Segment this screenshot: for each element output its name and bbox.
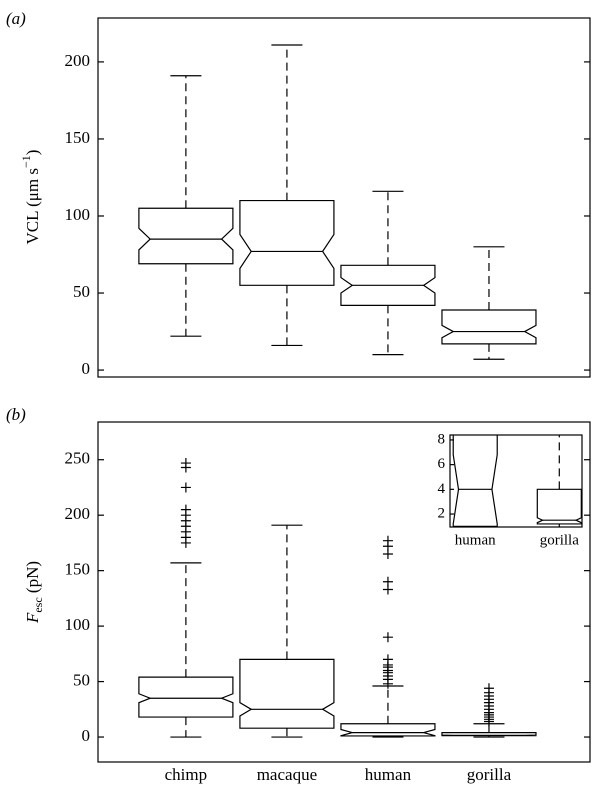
axes-frame [97,17,591,378]
inset-y-tick-label: 6 [438,456,446,472]
y-tick-label: 150 [65,560,91,579]
box [138,207,234,265]
outlier [554,151,564,161]
box [239,658,335,729]
outlier [180,482,191,493]
label-sup: −1 [19,155,33,168]
label-sub: esc [31,597,45,612]
box [441,732,537,737]
outlier [180,458,191,469]
box [340,723,436,737]
inset-x-tick-label: human [455,532,496,548]
y-tick-label: 100 [65,615,91,634]
y-tick-label: 200 [65,504,91,523]
box [340,264,436,306]
y-tick-label: 250 [65,449,91,468]
outlier [554,114,564,124]
outlier [554,287,564,297]
plot-group: 2 4 6 8 human gorilla [438,40,582,548]
outlier [554,40,564,50]
x-tick-label: chimp [165,765,208,784]
outlier [382,576,393,587]
box [452,435,498,527]
outlier [382,535,393,546]
label-part: (pN) [23,561,42,597]
outlier [382,654,393,665]
y-axis-label: Fesc (pN) [23,561,45,624]
y-tick-label: 0 [82,726,91,745]
inset-y-tick-label: 4 [438,481,446,497]
panel-label: (a) [6,9,26,28]
inset-y-tick-label: 2 [438,505,446,521]
box [536,488,582,525]
label-part: F [23,612,42,624]
x-tick-label: human [365,765,412,784]
outlier [554,225,564,235]
outlier [554,361,564,371]
x-tick-label: macaque [257,765,317,784]
plot-group: 0 50 100 150 200 [65,44,590,378]
y-tick-label: 50 [73,670,90,689]
inset-y-tick-label: 8 [438,431,446,447]
y-axis-label: VCL (μm s−1) [19,150,42,245]
plot-group: 0 50 100 150 200 250 chimp macaque human gorilla [65,449,590,784]
outlier [483,683,494,694]
panel-label: (b) [6,405,26,424]
box [441,309,537,345]
outlier [554,77,564,87]
x-tick-label: gorilla [467,765,512,784]
y-tick-label: 200 [65,51,91,70]
y-tick-label: 50 [73,282,90,301]
axes-frame [97,421,591,763]
outlier [554,262,564,272]
outlier [554,311,564,321]
inset-frame [449,434,583,528]
outlier [180,504,191,515]
y-tick-label: 100 [65,205,91,224]
inset-plot [452,40,582,527]
y-tick-label: 150 [65,128,91,147]
label-part: VCL (μm s [23,168,42,244]
y-tick-label: 0 [82,359,91,378]
outlier [382,632,393,643]
box [239,199,335,286]
label-part: ) [23,150,42,156]
outlier [554,188,564,198]
box [138,676,234,718]
outlier [554,336,564,346]
inset-x-tick-label: gorilla [540,532,579,548]
